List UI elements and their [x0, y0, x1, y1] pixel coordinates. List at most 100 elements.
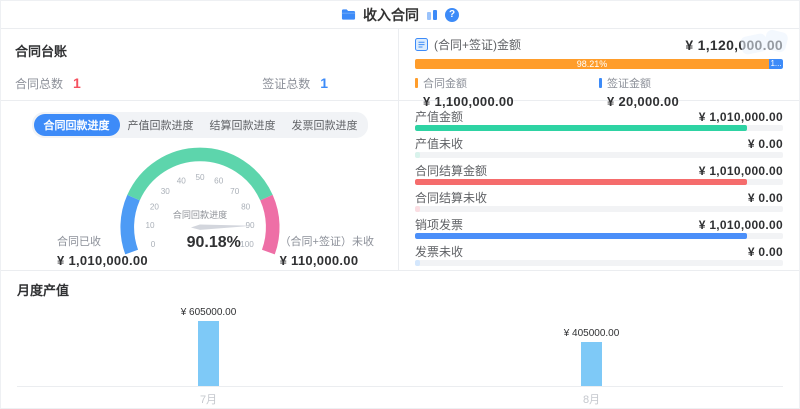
tab-2[interactable]: 产值回款进度	[127, 120, 194, 132]
svg-text:0: 0	[150, 240, 155, 249]
unreceived-stat: （合同+签证）未收 ¥ 110,000.00	[280, 233, 374, 268]
gauge-chart: 0102030405060708090100合同回款进度	[1, 139, 398, 255]
svg-text:合同回款进度: 合同回款进度	[172, 209, 226, 220]
legend-marker	[599, 78, 602, 88]
amount-row: 产值未收 ¥ 0.00	[415, 135, 783, 158]
bar-category-label: 7月	[199, 394, 218, 406]
legend-item: 合同金额 ¥ 1,100,000.00	[415, 75, 599, 109]
amount-row-track	[415, 179, 783, 185]
amount-doc-icon	[415, 38, 428, 51]
tab-3[interactable]: 结算回款进度	[209, 120, 276, 132]
amount-row-label: 产值未收	[415, 137, 464, 151]
gauge-footer: 合同已收 ¥ 1,010,000.00 90.18% （合同+签证）未收 ¥ 1…	[57, 233, 374, 268]
ledger-totals-section: 合同台账 合同总数 1 签证总数 1	[1, 29, 398, 101]
monthly-bar-chart: ¥ 605000.00 ¥ 405000.00 7月 8月	[17, 305, 783, 407]
gauge-value: 90.18%	[186, 234, 241, 251]
split-bar-segment: 1...	[769, 59, 783, 69]
visa-total: 签证总数 1	[262, 75, 328, 92]
legend-label: 合同金额	[423, 78, 467, 90]
amount-row-label: 合同结算未收	[415, 191, 488, 205]
unreceived-value: ¥ 110,000.00	[279, 253, 359, 268]
amount-row-value: ¥ 1,010,000.00	[698, 218, 783, 232]
svg-text:70: 70	[230, 187, 240, 196]
amount-row: 合同结算金额 ¥ 1,010,000.00	[415, 162, 783, 185]
amount-row-label: 产值金额	[415, 110, 464, 124]
amount-row: 发票未收 ¥ 0.00	[415, 243, 783, 266]
bar-value-label: ¥ 405000.00	[563, 328, 620, 340]
amount-row-fill	[415, 125, 747, 131]
amount-row-fill	[415, 260, 420, 266]
amount-row: 销项发票 ¥ 1,010,000.00	[415, 216, 783, 239]
bar[interactable]	[198, 320, 219, 386]
amount-total-value: ¥ 1,120,000.00	[685, 36, 783, 53]
bar[interactable]	[581, 342, 602, 386]
legend-value: ¥ 20,000.00	[607, 94, 679, 109]
contract-total-value: 1	[73, 75, 81, 91]
legend-item: 签证金额 ¥ 20,000.00	[599, 75, 783, 109]
legend-label: 签证金额	[607, 78, 651, 90]
amount-row-label: 销项发票	[415, 218, 464, 232]
amount-row-track	[415, 206, 783, 212]
ledger-title: 合同台账	[15, 44, 68, 59]
amount-row-label: 合同结算金额	[415, 164, 488, 178]
amount-rows: 产值金额 ¥ 1,010,000.00 产值未收 ¥ 0.00 合同结算金额 ¥ 1,01…	[399, 101, 799, 270]
progress-tabs-group: 合同回款进度 产值回款进度 结算回款进度 发票回款进度	[31, 112, 368, 138]
totals-row: 合同总数 1 签证总数 1	[15, 75, 384, 92]
unreceived-label: （合同+签证）未收	[279, 236, 374, 248]
dashboard-body: 合同台账 合同总数 1 签证总数 1 合同回款进度 产值回款进度 结算回款进度 发票回…	[1, 28, 799, 270]
page-header: 收入合同 ?	[1, 1, 799, 28]
bar-group: ¥ 605000.00	[17, 305, 400, 386]
split-bar-segment: 98.21%	[415, 59, 769, 69]
bar-categories: 7月 8月	[17, 387, 783, 407]
amount-row-track	[415, 125, 783, 131]
amount-row-value: ¥ 0.00	[747, 245, 783, 259]
amount-row: 合同结算未收 ¥ 0.00	[415, 189, 783, 212]
svg-text:60: 60	[214, 177, 224, 186]
svg-text:20: 20	[149, 203, 159, 212]
svg-text:40: 40	[176, 177, 186, 186]
legend-marker	[415, 78, 418, 88]
legend-value: ¥ 1,100,000.00	[423, 94, 514, 109]
progress-tabs: 合同回款进度 产值回款进度 结算回款进度 发票回款进度	[1, 112, 398, 138]
amount-row-label: 发票未收	[415, 245, 464, 259]
svg-text:50: 50	[195, 173, 205, 182]
amount-legend: 合同金额 ¥ 1,100,000.00 签证金额 ¥ 20,000.00	[415, 75, 783, 109]
received-label: 合同已收	[57, 236, 101, 248]
amount-row: 产值金额 ¥ 1,010,000.00	[415, 108, 783, 131]
amount-total-section: (合同+签证)金额 ¥ 1,120,000.00 98.21% 1... 合同金额…	[399, 29, 799, 109]
progress-gauge-section: 合同回款进度 产值回款进度 结算回款进度 发票回款进度 0 10 20 30 40 50 60 70…	[1, 112, 398, 281]
contract-total-label: 合同总数	[15, 77, 64, 91]
bar-group: ¥ 405000.00	[400, 305, 783, 386]
bar-category-label: 8月	[582, 394, 601, 406]
amount-row-value: ¥ 1,010,000.00	[698, 110, 783, 124]
amount-row-track	[415, 233, 783, 239]
bar-plot-area: ¥ 605000.00 ¥ 405000.00	[17, 305, 783, 387]
amount-total-label: (合同+签证)金额	[434, 38, 522, 52]
svg-text:10: 10	[145, 221, 155, 230]
view-switch-icon[interactable]	[426, 9, 438, 21]
svg-text:100: 100	[240, 240, 254, 249]
received-value: ¥ 1,010,000.00	[57, 253, 148, 268]
monthly-output-panel: 月度产值 ¥ 605000.00 ¥ 405000.00 7月 8月	[1, 270, 799, 408]
amount-row-value: ¥ 0.00	[747, 137, 783, 151]
amount-row-track	[415, 152, 783, 158]
svg-text:30: 30	[160, 187, 170, 196]
contract-total: 合同总数 1	[15, 75, 81, 92]
bar-value-label: ¥ 605000.00	[180, 306, 237, 318]
svg-text:80: 80	[241, 203, 251, 212]
gauge-svg: 0102030405060708090100合同回款进度	[119, 147, 280, 255]
page-title: 收入合同	[363, 6, 419, 23]
contract-folder-icon	[341, 8, 356, 21]
amount-row-value: ¥ 0.00	[747, 191, 783, 205]
tab-4[interactable]: 发票回款进度	[291, 120, 358, 132]
tab-1[interactable]: 合同回款进度	[33, 114, 120, 136]
amount-summary-panel: (合同+签证)金额 ¥ 1,120,000.00 98.21% 1... 合同金额…	[398, 29, 799, 270]
contract-ledger-panel: 合同台账 合同总数 1 签证总数 1 合同回款进度 产值回款进度 结算回款进度 发票回…	[1, 29, 398, 270]
amount-split-bar: 98.21% 1...	[415, 59, 783, 69]
amount-row-fill	[415, 206, 420, 212]
received-stat: 合同已收 ¥ 1,010,000.00	[57, 233, 148, 268]
visa-total-value: 1	[320, 75, 328, 91]
monthly-title: 月度产值	[17, 283, 70, 298]
help-icon[interactable]: ?	[445, 7, 459, 22]
